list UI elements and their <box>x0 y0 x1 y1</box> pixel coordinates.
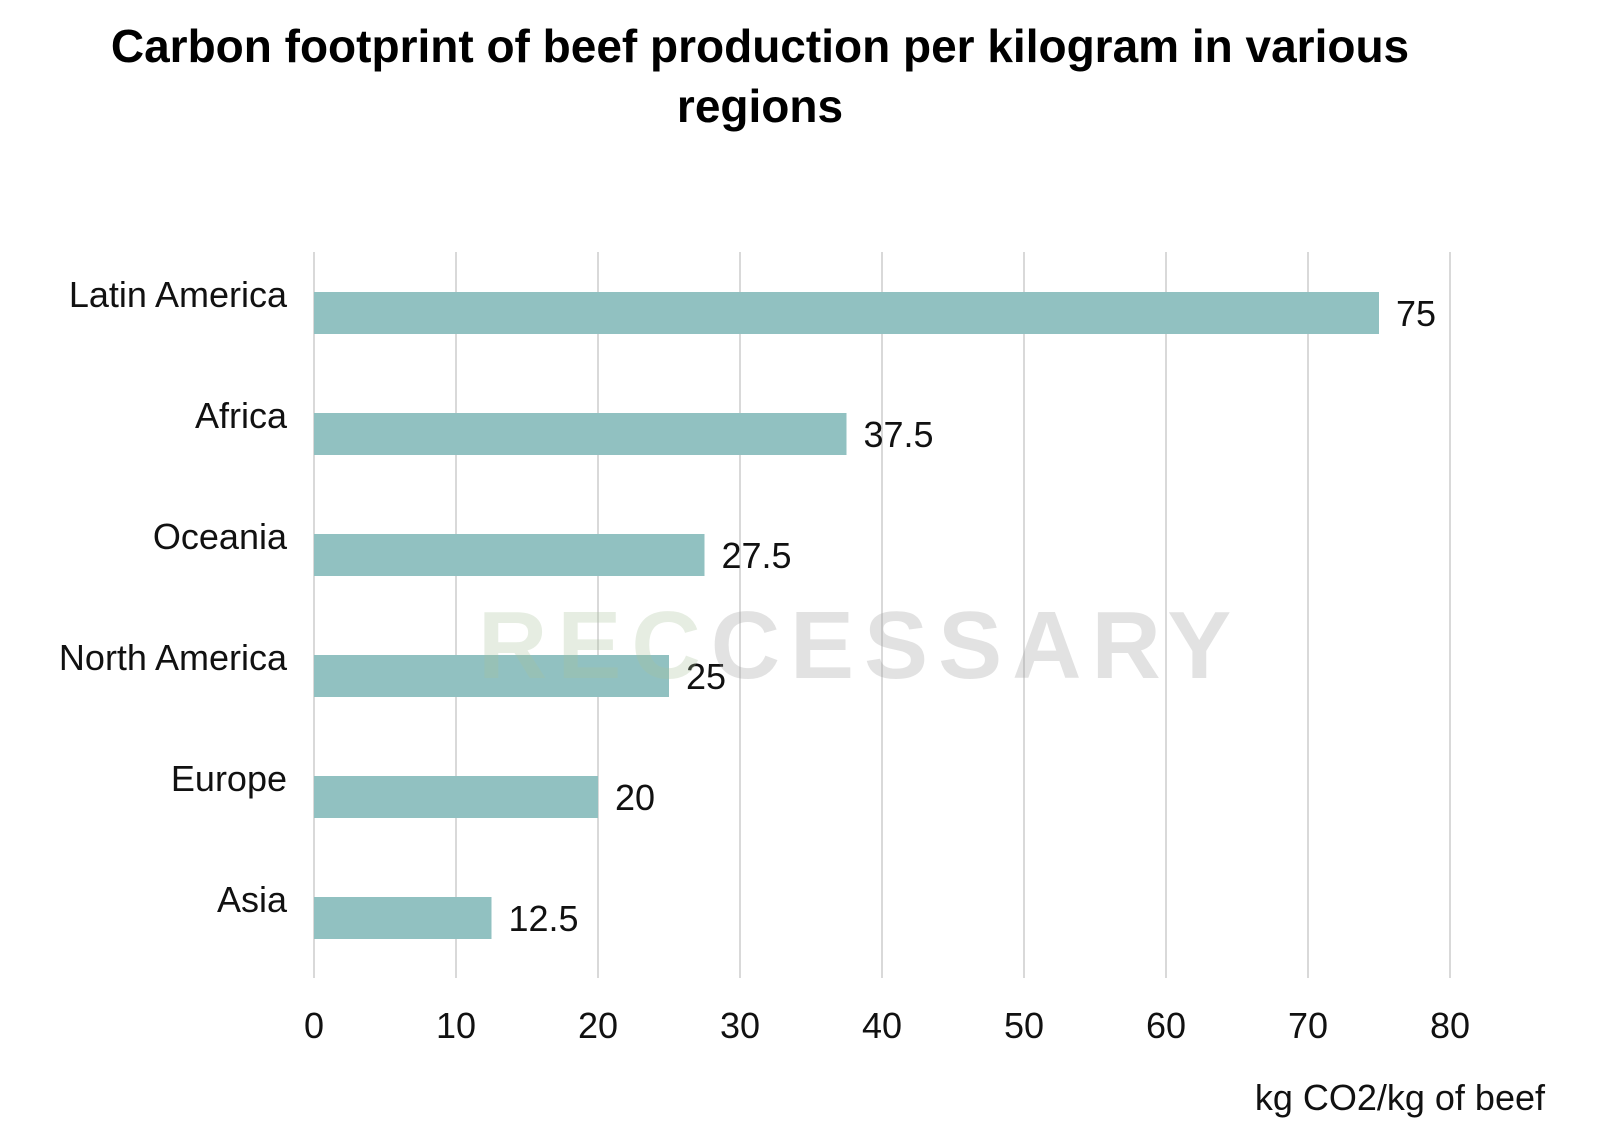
category-label: Europe <box>171 758 287 799</box>
x-tick-label: 20 <box>578 1005 618 1046</box>
bar-4 <box>314 776 598 818</box>
x-tick-label: 30 <box>720 1005 760 1046</box>
category-label: Africa <box>195 395 288 436</box>
x-tick-label: 50 <box>1004 1005 1044 1046</box>
x-tick-label: 80 <box>1430 1005 1470 1046</box>
x-tick-label: 70 <box>1288 1005 1328 1046</box>
value-label: 25 <box>686 656 726 697</box>
bar-1 <box>314 413 847 455</box>
value-label: 20 <box>615 777 655 818</box>
value-label: 75 <box>1396 293 1436 334</box>
x-tick-label: 0 <box>304 1005 324 1046</box>
watermark-logo: RECCESSARY <box>478 592 1241 699</box>
value-label: 27.5 <box>722 535 792 576</box>
bars <box>314 292 1379 939</box>
x-tick-label: 40 <box>862 1005 902 1046</box>
chart-title: Carbon footprint of beef production per … <box>110 20 1410 132</box>
category-labels: Latin America Africa Oceania North America E… <box>59 274 288 920</box>
value-labels: 75 37.5 27.5 25 20 12.5 <box>509 293 1437 939</box>
category-label: Latin America <box>69 274 288 315</box>
bar-3 <box>314 655 669 697</box>
category-label: Asia <box>217 879 288 920</box>
watermark-text: RECCESSARY <box>478 592 1241 699</box>
x-axis-ticks: 0 10 20 30 40 50 60 70 80 <box>304 1005 1470 1046</box>
category-label: North America <box>59 637 288 678</box>
x-tick-label: 60 <box>1146 1005 1186 1046</box>
value-label: 12.5 <box>509 898 579 939</box>
x-axis-title: kg CO2/kg of beef <box>1255 1077 1546 1118</box>
x-tick-label: 10 <box>436 1005 476 1046</box>
category-label: Oceania <box>153 516 288 557</box>
grid-lines <box>313 252 1451 978</box>
value-label: 37.5 <box>864 414 934 455</box>
bar-5 <box>314 897 492 939</box>
bar-0 <box>314 292 1379 334</box>
bar-2 <box>314 534 705 576</box>
